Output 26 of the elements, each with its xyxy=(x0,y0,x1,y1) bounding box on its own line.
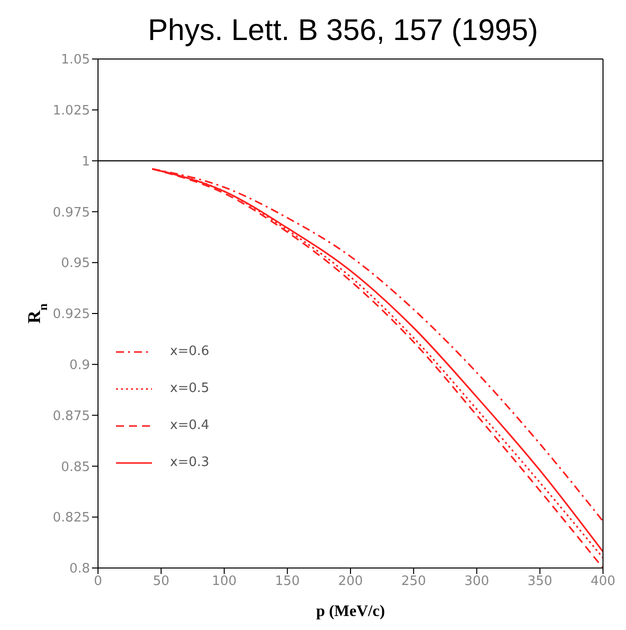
x-tick-label: 0 xyxy=(94,574,102,590)
y-tick-label: 0.95 xyxy=(61,256,90,272)
y-tick-label: 1 xyxy=(82,154,90,170)
y-tick-label: 0.925 xyxy=(52,307,90,322)
legend-label: x=0.4 xyxy=(170,418,210,433)
x-tick-label: 100 xyxy=(212,574,237,590)
y-tick-label: 0.875 xyxy=(52,408,90,424)
x-tick-label: 150 xyxy=(274,574,300,590)
x-tick-label: 400 xyxy=(590,574,616,590)
legend-label: x=0.6 xyxy=(170,344,210,359)
y-tick-label: 0.825 xyxy=(52,510,90,526)
y-tick-label: 1.05 xyxy=(61,52,90,68)
chart-title: Phys. Lett. B 356, 157 (1995) xyxy=(146,13,540,49)
x-tick-label: 200 xyxy=(338,574,363,590)
legend-label: x=0.3 xyxy=(170,455,210,470)
y-tick-label: 0.9 xyxy=(69,358,90,374)
legend-label: x=0.5 xyxy=(170,381,210,396)
y-tick-label: 0.975 xyxy=(52,205,90,220)
x-tick-label: 250 xyxy=(401,574,426,590)
x-tick-label: 350 xyxy=(527,574,552,590)
y-tick-label: 0.8 xyxy=(69,562,90,577)
x-tick-label: 50 xyxy=(152,574,170,590)
y-tick-label: 0.85 xyxy=(61,460,90,475)
x-axis-title: p (MeV/c) xyxy=(316,603,385,620)
y-tick-label: 1.025 xyxy=(52,104,90,119)
x-tick-label: 300 xyxy=(464,574,490,590)
